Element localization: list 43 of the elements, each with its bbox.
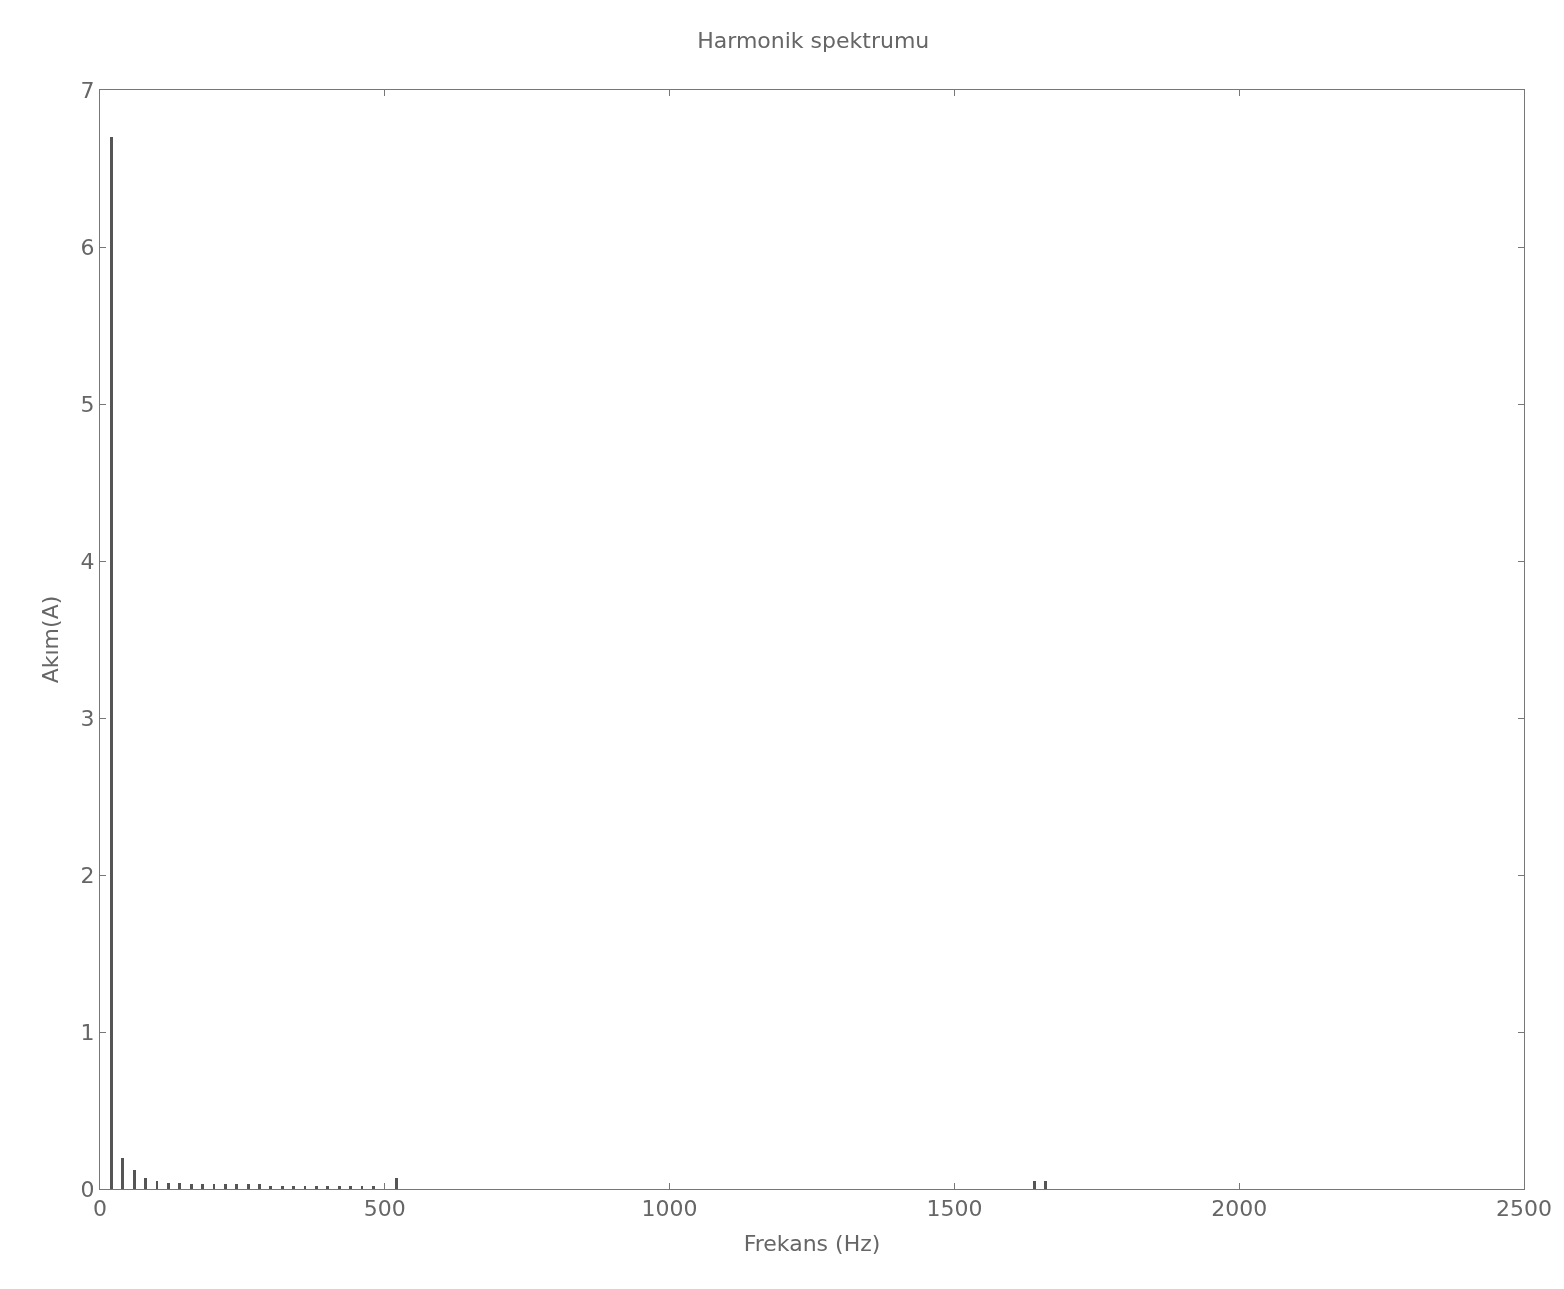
bar xyxy=(201,1184,204,1189)
y-tick-label: 3 xyxy=(80,705,95,731)
bar xyxy=(178,1183,181,1189)
bar xyxy=(281,1186,284,1189)
y-tick-label: 6 xyxy=(80,234,95,260)
bar xyxy=(247,1184,250,1189)
bar xyxy=(110,137,113,1189)
x-tick-label: 1500 xyxy=(926,1196,983,1222)
bar xyxy=(1044,1181,1047,1189)
x-tick-label: 2000 xyxy=(1211,1196,1268,1222)
chart-title: Harmonik spektrumu xyxy=(697,27,930,53)
bar xyxy=(144,1178,147,1189)
bar xyxy=(326,1186,329,1189)
y-tick-label: 2 xyxy=(80,862,95,888)
bar xyxy=(156,1181,158,1189)
y-tick-label: 4 xyxy=(80,548,95,574)
y-tick-label: 1 xyxy=(80,1019,95,1045)
bar xyxy=(224,1184,227,1189)
bar xyxy=(258,1184,261,1189)
y-tick-label: 0 xyxy=(80,1176,95,1202)
bar xyxy=(292,1186,295,1189)
bar xyxy=(269,1186,272,1189)
bar xyxy=(361,1186,363,1189)
bar xyxy=(349,1186,352,1189)
y-tick-label: 7 xyxy=(80,77,95,103)
bar xyxy=(315,1186,318,1189)
bar xyxy=(213,1184,215,1189)
bar xyxy=(190,1184,193,1189)
x-tick-label: 500 xyxy=(363,1196,406,1222)
x-tick-label: 1000 xyxy=(641,1196,698,1222)
y-tick-label: 5 xyxy=(80,391,95,417)
bar xyxy=(121,1158,124,1189)
bar xyxy=(395,1178,398,1189)
x-axis-title: Frekans (Hz) xyxy=(743,1231,881,1257)
bar xyxy=(1033,1181,1036,1189)
x-tick-label: 2500 xyxy=(1496,1196,1552,1222)
bar xyxy=(133,1170,136,1189)
bar xyxy=(167,1183,170,1189)
bar xyxy=(304,1186,306,1189)
bar xyxy=(338,1186,341,1189)
bar xyxy=(235,1184,238,1189)
bar xyxy=(372,1186,375,1189)
y-axis-title: Akım(A) xyxy=(38,595,64,684)
